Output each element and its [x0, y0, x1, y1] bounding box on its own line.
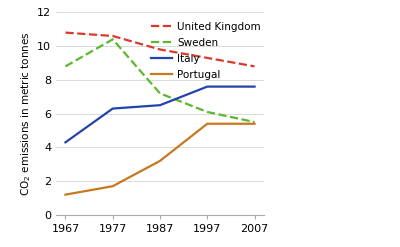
Line: Portugal: Portugal [66, 124, 254, 195]
Italy [158, 104, 162, 107]
Line: Italy: Italy [66, 87, 254, 142]
Portugal [110, 185, 115, 188]
Y-axis label: CO$_2$ emissions in metric tonnes: CO$_2$ emissions in metric tonnes [19, 31, 33, 196]
United Kingdom [63, 31, 68, 34]
United Kingdom [110, 35, 115, 38]
Italy [205, 85, 210, 88]
Line: United Kingdom: United Kingdom [66, 33, 254, 66]
Legend: United Kingdom, Sweden, Italy, Portugal: United Kingdom, Sweden, Italy, Portugal [151, 21, 261, 80]
Italy [63, 141, 68, 144]
Sweden [110, 38, 115, 41]
Portugal [63, 193, 68, 196]
United Kingdom [205, 57, 210, 60]
Sweden [252, 121, 257, 124]
Portugal [252, 122, 257, 125]
Sweden [205, 110, 210, 113]
Portugal [205, 122, 210, 125]
United Kingdom [252, 65, 257, 68]
Sweden [158, 92, 162, 95]
Portugal [158, 159, 162, 162]
Line: Sweden: Sweden [66, 39, 254, 122]
Italy [110, 107, 115, 110]
Italy [252, 85, 257, 88]
United Kingdom [158, 48, 162, 51]
Sweden [63, 65, 68, 68]
